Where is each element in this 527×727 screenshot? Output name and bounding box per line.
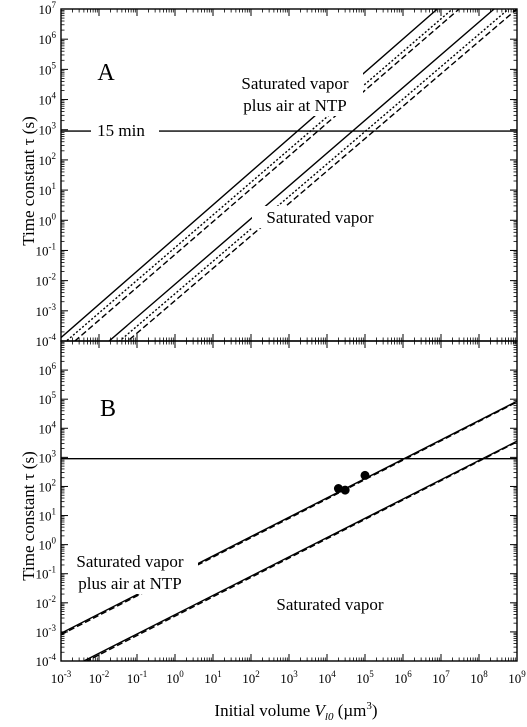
panel-a-ylabel: Time constant τ (s) [19,116,38,245]
y-tick-label: 100 [39,211,57,228]
annotation-gap [227,72,363,116]
x-tick-label: 103 [280,669,298,686]
annotation-text: plus air at NTP [243,96,346,115]
data-point-marker [340,485,350,495]
y-tick-label: 103 [39,121,57,138]
annotation-text: Saturated vapor [266,208,373,227]
series-line-4 [85,441,517,661]
ref-label-gap [93,122,157,141]
x-tick-label: 10-2 [89,669,110,686]
panel-b-ylabel: Time constant τ (s) [19,451,38,580]
y-tick-label: 101 [39,181,57,198]
y-tick-label: 10-2 [36,272,57,289]
panel-label: B [100,396,116,422]
series-line-3 [65,9,453,341]
y-tick-label: 100 [39,536,57,553]
x-tick-label: 104 [318,669,336,686]
y-tick-label: 10-3 [36,623,57,640]
x-tick-label: 100 [166,669,184,686]
y-tick-label: 104 [39,91,57,108]
x-tick-label: 10-3 [51,669,72,686]
x-tick-label: 101 [204,669,222,686]
x-tick-label: 102 [242,669,260,686]
y-tick-label: 106 [39,30,57,47]
y-tick-label: 104 [39,419,57,436]
series-group [61,400,517,661]
y-tick-label: 10-1 [36,241,57,258]
series-line-2 [61,401,517,636]
y-tick-label: 102 [39,151,57,168]
x-tick-label: 109 [508,669,526,686]
y-tick-label: 101 [39,507,57,524]
y-tick-label: 106 [39,361,57,378]
y-tick-label: 10-2 [36,594,57,611]
y-tick-label: 10-1 [36,565,57,582]
annotation-text: Saturated vapor [76,552,183,571]
series-line-2 [73,9,460,341]
data-point-marker [360,470,370,480]
series-line-6 [118,9,510,341]
series-line-1 [61,9,438,339]
panel-b: Saturated vapor plus air at NTP Saturated … [36,340,526,686]
y-tick-label: 10-4 [36,652,57,669]
x-tick-label: 108 [470,669,488,686]
series-line-3 [82,440,517,661]
y-tick-label: 10-4 [36,332,57,349]
panel-b-xlabel: Initial volume Vl0 (µm3) [214,700,377,723]
y-tick-label: 107 [39,0,57,17]
x-tick-label: 105 [356,669,374,686]
series-line-4 [108,9,495,341]
y-tick-label: 103 [39,448,57,465]
x-tick-label: 10-1 [127,669,148,686]
annotation-text: Saturated vapor [276,595,383,614]
series-line-1 [61,400,517,634]
annotation-text: Saturated vapor [241,74,348,93]
plot-frame [60,8,518,342]
series-line-5 [126,9,517,341]
annotation-gap [252,206,388,228]
reference-line-label: 15 min [97,121,145,140]
annotation-text: plus air at NTP [78,574,181,593]
x-tick-label: 106 [394,669,412,686]
panel-a: 15 min Saturated vapor plus air at NTP Satu… [36,0,518,349]
annotation-gap [62,550,198,594]
annotation-gap [262,593,398,615]
y-tick-label: 102 [39,477,57,494]
x-tick-label: 107 [432,669,450,686]
y-tick-label: 10-3 [36,302,57,319]
series-group [61,9,517,341]
y-tick-label: 105 [39,390,57,407]
y-tick-label: 105 [39,60,57,77]
panel-label: A [97,60,115,86]
